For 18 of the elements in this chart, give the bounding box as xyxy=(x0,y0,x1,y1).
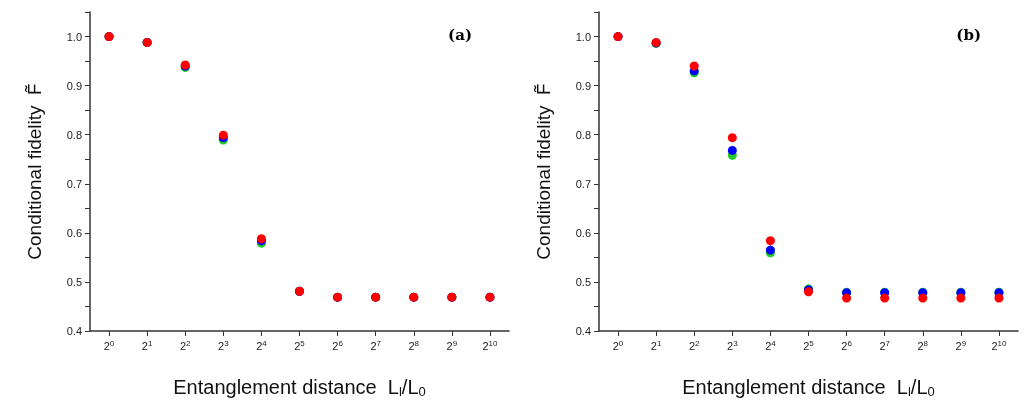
y-tick-label: 0.9 xyxy=(575,79,591,92)
y-tick-label: 0.8 xyxy=(575,128,591,141)
y-tick-label: 0.9 xyxy=(66,79,82,92)
y-tick-label: 0.4 xyxy=(575,325,591,337)
y-tick-label: 0.4 xyxy=(66,325,82,337)
text: (b) xyxy=(956,25,981,44)
text: (a) xyxy=(448,25,473,44)
y-tick-label: 1.0 xyxy=(66,30,82,43)
y-tick-label: 0.6 xyxy=(66,226,82,239)
y-axis-title: Conditional fidelity F̃ xyxy=(23,83,45,260)
y-tick-label: 0.7 xyxy=(66,177,82,190)
y-tick-label: 1.0 xyxy=(575,30,591,43)
y-tick-label: 0.6 xyxy=(575,226,591,239)
y-axis-title: Conditional fidelity F̃ xyxy=(532,83,554,260)
y-tick-label: 0.7 xyxy=(575,177,591,190)
y-tick-label: 0.5 xyxy=(575,275,591,288)
y-tick-label: 0.5 xyxy=(66,275,82,288)
y-tick-label: 0.8 xyxy=(66,128,82,141)
